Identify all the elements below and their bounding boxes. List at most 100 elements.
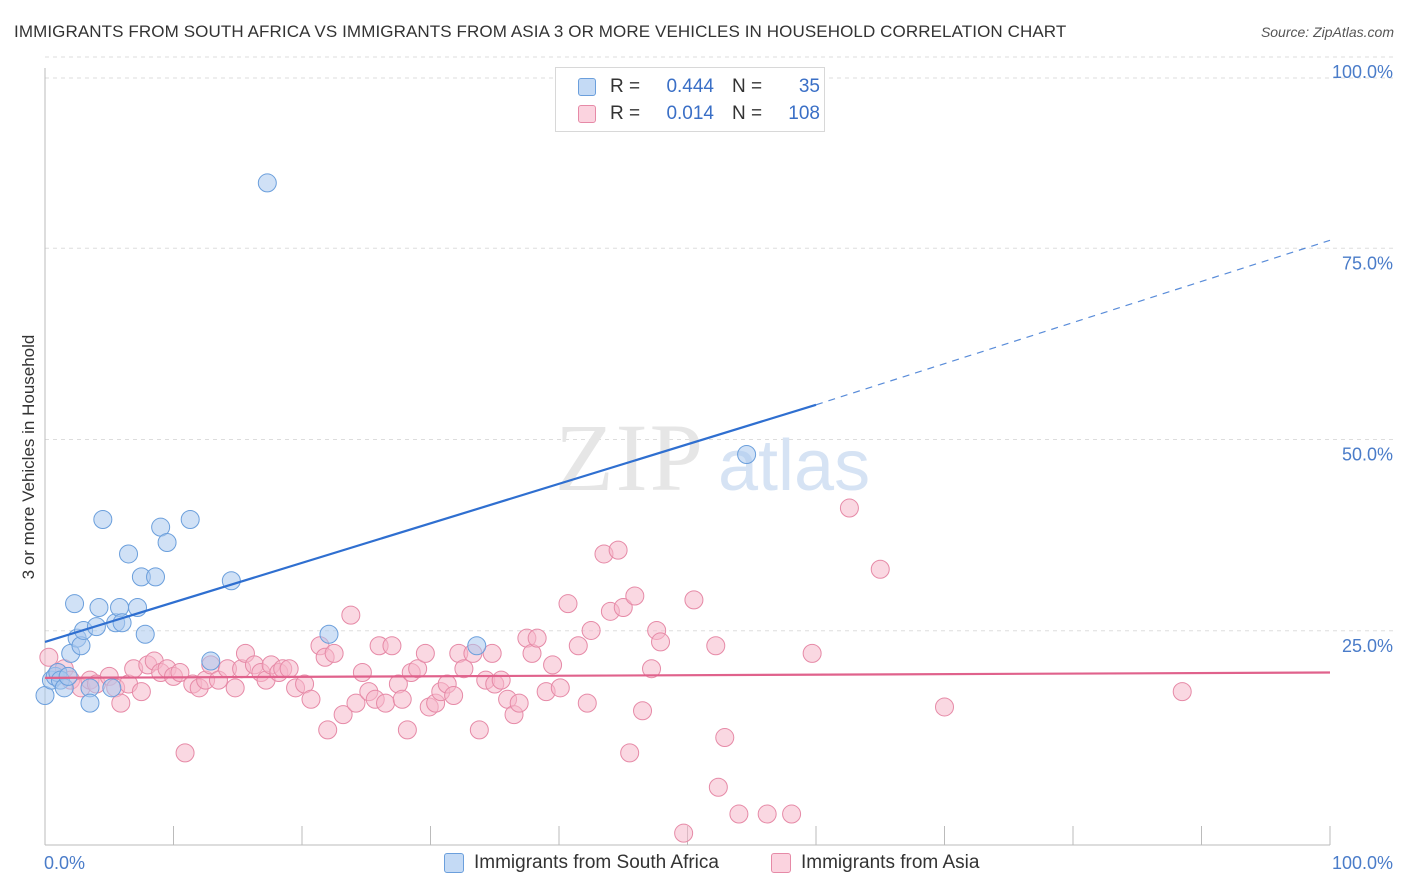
point-south-africa <box>65 594 85 614</box>
point-south-africa <box>257 173 277 193</box>
legend-row-asia: R = 0.014 N = 108 <box>578 102 820 126</box>
series-south-africa-points <box>35 173 757 713</box>
point-asia <box>613 598 633 617</box>
point-asia <box>782 804 802 824</box>
legend-label-south-africa: Immigrants from South Africa <box>474 852 719 873</box>
point-asia <box>301 689 321 709</box>
point-asia <box>454 659 474 679</box>
point-asia <box>568 636 588 656</box>
point-asia <box>111 693 131 713</box>
point-south-africa <box>146 567 166 587</box>
point-asia <box>581 620 601 640</box>
point-asia <box>729 804 749 824</box>
series-asia-points <box>39 498 1192 843</box>
point-asia <box>324 643 344 663</box>
point-asia <box>346 693 366 713</box>
point-asia <box>279 659 299 679</box>
point-asia <box>131 682 151 702</box>
point-asia <box>802 643 822 663</box>
point-asia <box>715 728 735 748</box>
point-asia <box>708 777 728 797</box>
chart-source: Source: ZipAtlas.com <box>1260 24 1394 40</box>
point-asia <box>376 693 396 713</box>
point-south-africa <box>93 510 113 530</box>
point-asia <box>397 720 417 740</box>
point-asia <box>318 720 338 740</box>
point-asia <box>415 643 435 663</box>
point-asia <box>839 498 859 518</box>
watermark-atlas: atlas <box>718 426 870 506</box>
legend-n-label: N = <box>732 103 763 124</box>
watermark-zip: ZIP <box>555 404 705 511</box>
y-tick-label: 50.0% <box>1342 445 1393 465</box>
legend-r-value: 0.444 <box>666 76 714 97</box>
x-tick-label: 100.0% <box>1332 853 1393 873</box>
point-asia <box>757 804 777 824</box>
y-axis-label: 3 or more Vehicles in Household <box>19 335 38 580</box>
chart-title: IMMIGRANTS FROM SOUTH AFRICA VS IMMIGRAN… <box>14 22 1067 41</box>
point-asia <box>642 659 662 679</box>
point-asia <box>341 605 361 625</box>
legend-item-asia[interactable]: Immigrants from Asia <box>771 852 979 874</box>
point-south-africa <box>180 510 200 530</box>
trendline-asia <box>44 671 1331 679</box>
point-asia <box>509 693 529 713</box>
point-asia <box>577 693 597 713</box>
stats-legend: R = 0.444 N = 35 R = 0.014 N = 108 <box>555 67 825 132</box>
point-asia <box>382 636 402 656</box>
point-south-africa <box>89 598 109 617</box>
trendline-south-africa-extension <box>815 239 1331 406</box>
legend-n-value: 108 <box>788 103 820 124</box>
point-asia <box>706 636 726 656</box>
point-asia <box>674 823 694 843</box>
trendline-south-africa <box>44 403 817 643</box>
legend-n-value: 35 <box>798 76 820 97</box>
point-south-africa <box>467 636 487 656</box>
y-tick-label: 100.0% <box>1332 62 1393 82</box>
point-asia <box>491 670 511 690</box>
point-asia <box>608 540 628 560</box>
point-asia <box>935 697 954 717</box>
point-asia <box>469 720 489 740</box>
point-south-africa <box>102 678 122 698</box>
x-tick-label: 0.0% <box>44 853 85 873</box>
point-south-africa <box>201 651 221 671</box>
legend-r-value: 0.014 <box>666 103 714 124</box>
point-south-africa <box>119 544 139 564</box>
tick-labels: 25.0% 50.0% 75.0% 100.0% 0.0% 100.0% <box>44 62 1393 873</box>
point-asia <box>175 743 195 763</box>
legend-swatch-blue <box>578 78 596 96</box>
y-tick-label: 75.0% <box>1342 253 1393 273</box>
legend-n-label: N = <box>732 76 763 97</box>
trendlines <box>44 239 1331 679</box>
point-asia <box>550 678 570 698</box>
point-asia <box>633 701 653 721</box>
legend-swatch-pink <box>771 853 791 873</box>
legend-label-asia: Immigrants from Asia <box>801 852 980 873</box>
legend-row-south-africa: R = 0.444 N = 35 <box>578 75 820 99</box>
y-tick-label: 25.0% <box>1342 636 1393 656</box>
point-asia <box>333 705 353 725</box>
point-south-africa <box>80 693 100 713</box>
point-asia <box>392 689 412 709</box>
point-asia <box>543 655 563 675</box>
point-south-africa <box>737 445 757 464</box>
point-asia <box>352 663 372 683</box>
point-south-africa <box>319 624 339 644</box>
legend-item-south-africa[interactable]: Immigrants from South Africa <box>444 852 719 874</box>
point-asia <box>482 643 502 663</box>
point-asia <box>620 743 640 763</box>
point-asia <box>408 659 428 679</box>
point-asia <box>527 628 547 648</box>
point-south-africa <box>112 613 132 633</box>
point-asia <box>225 678 245 698</box>
watermark: ZIP atlas <box>555 404 870 511</box>
series-legend: Immigrants from South Africa Immigrants … <box>0 852 1406 876</box>
point-asia <box>870 559 890 579</box>
gridlines <box>45 56 1394 632</box>
point-south-africa <box>157 532 177 552</box>
legend-r-label: R = <box>610 76 641 97</box>
point-south-africa <box>135 624 155 644</box>
point-asia <box>1172 682 1192 702</box>
